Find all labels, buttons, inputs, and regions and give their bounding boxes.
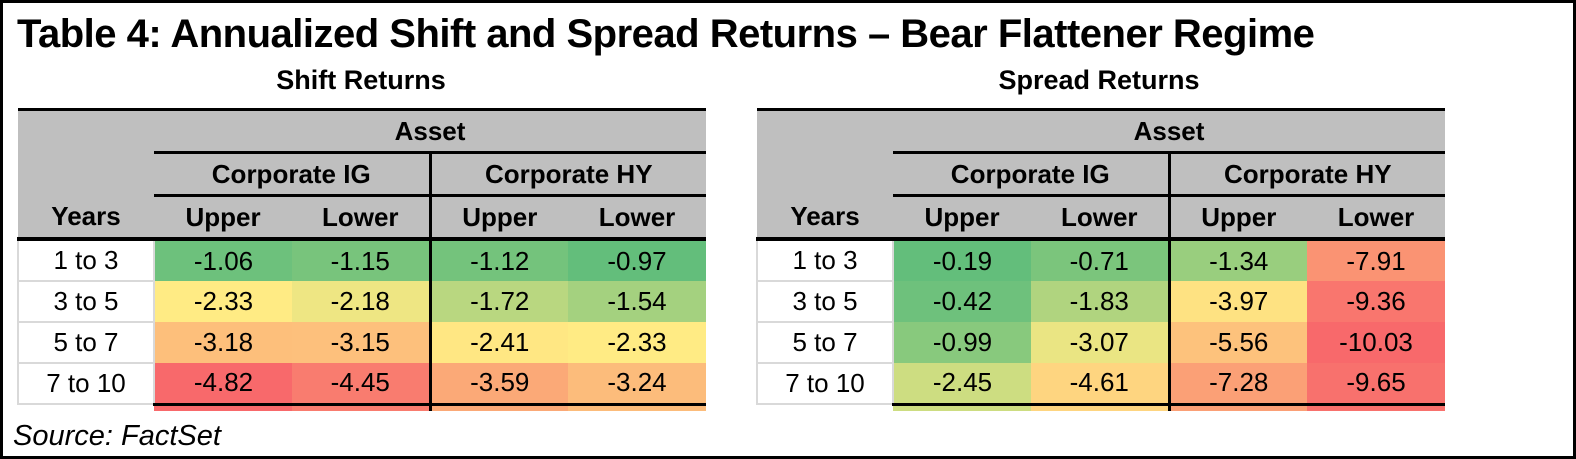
- header-spacer: [18, 109, 154, 153]
- value-cell: -3.59: [428, 363, 568, 406]
- header-spacer: [757, 109, 894, 153]
- spread-returns-grid: Asset Corporate IG Corporate HY Years Up…: [756, 108, 1446, 411]
- value-cell: -5.56: [1167, 322, 1308, 363]
- value-cell: -2.33: [154, 281, 292, 322]
- table-row: 5 to 7 -0.99 -3.07 -5.56 -10.03: [756, 321, 1446, 364]
- value-cell: -0.97: [568, 239, 707, 281]
- value-cell: -7.91: [1307, 239, 1446, 281]
- value-cell: -3.15: [292, 322, 430, 363]
- spread-returns-heading: Spread Returns: [998, 65, 1200, 95]
- color-bleed-strip: [18, 404, 707, 411]
- table-row: 7 to 10 -2.45 -4.61 -7.28 -9.65: [756, 362, 1446, 406]
- asset-header: Asset: [893, 109, 1446, 154]
- value-cell: -4.61: [1031, 363, 1170, 406]
- years-cell: 1 to 3: [17, 238, 155, 282]
- table-row: 3 to 5 -2.33 -2.18 -1.72 -1.54: [17, 280, 707, 323]
- value-cell: -9.36: [1307, 281, 1446, 322]
- value-cell: -2.41: [428, 322, 568, 363]
- value-cell: -4.45: [292, 363, 430, 406]
- spread-returns-table: Asset Corporate IG Corporate HY Years Up…: [756, 108, 1446, 411]
- col-header-lower: Lower: [1307, 195, 1446, 241]
- corporate-hy-header: Corporate HY: [1167, 152, 1446, 197]
- asset-header: Asset: [154, 109, 707, 154]
- col-header-upper: Upper: [428, 195, 568, 241]
- value-cell: -3.24: [568, 363, 707, 406]
- subheaders: Shift Returns Spread Returns: [3, 64, 1573, 96]
- value-cell: -2.18: [292, 281, 430, 322]
- years-header: Years: [18, 195, 154, 241]
- corporate-ig-header: Corporate IG: [154, 152, 430, 197]
- source-note: Source: FactSet: [13, 419, 221, 452]
- value-cell: -1.83: [1031, 281, 1170, 322]
- years-cell: 1 to 3: [756, 238, 895, 282]
- col-header-lower: Lower: [1031, 195, 1170, 241]
- years-cell: 3 to 5: [756, 280, 895, 323]
- years-cell: 7 to 10: [17, 362, 155, 405]
- years-cell: 7 to 10: [756, 362, 895, 405]
- value-cell: -2.45: [893, 363, 1032, 406]
- table-row: 7 to 10 -4.82 -4.45 -3.59 -3.24: [17, 362, 707, 406]
- value-cell: -3.07: [1031, 322, 1170, 363]
- value-cell: -1.15: [292, 239, 430, 281]
- col-header-upper: Upper: [154, 195, 292, 241]
- value-cell: -1.12: [428, 239, 568, 281]
- value-cell: -7.28: [1167, 363, 1308, 406]
- table-row: 3 to 5 -0.42 -1.83 -3.97 -9.36: [756, 280, 1446, 323]
- value-cell: -1.54: [568, 281, 707, 322]
- header-spacer: [18, 152, 154, 196]
- corporate-ig-header: Corporate IG: [893, 152, 1170, 197]
- value-cell: -2.33: [568, 322, 707, 363]
- value-cell: -4.82: [154, 363, 292, 406]
- value-cell: -0.99: [893, 322, 1032, 363]
- value-cell: -0.71: [1031, 239, 1170, 281]
- table-row: 1 to 3 -1.06 -1.15 -1.12 -0.97: [17, 238, 707, 282]
- value-cell: -9.65: [1307, 363, 1446, 406]
- value-cell: -10.03: [1307, 322, 1446, 363]
- color-bleed-strip: [757, 404, 1446, 411]
- table-row: 5 to 7 -3.18 -3.15 -2.41 -2.33: [17, 321, 707, 364]
- col-header-upper: Upper: [893, 195, 1032, 241]
- corporate-hy-header: Corporate HY: [428, 152, 707, 197]
- shift-returns-table: Asset Corporate IG Corporate HY Years Up…: [17, 108, 707, 411]
- years-header: Years: [757, 195, 894, 241]
- shift-returns-grid: Asset Corporate IG Corporate HY Years Up…: [17, 108, 707, 411]
- years-cell: 3 to 5: [17, 280, 155, 323]
- col-header-lower: Lower: [292, 195, 430, 241]
- table-title: Table 4: Annualized Shift and Spread Ret…: [17, 12, 1315, 56]
- value-cell: -3.18: [154, 322, 292, 363]
- value-cell: -1.72: [428, 281, 568, 322]
- header-spacer: [757, 152, 894, 196]
- value-cell: -1.34: [1167, 239, 1308, 281]
- table-row: 1 to 3 -0.19 -0.71 -1.34 -7.91: [756, 238, 1446, 282]
- shift-returns-heading: Shift Returns: [276, 65, 446, 95]
- col-header-lower: Lower: [568, 195, 707, 241]
- col-header-upper: Upper: [1167, 195, 1308, 241]
- value-cell: -0.42: [893, 281, 1032, 322]
- value-cell: -3.97: [1167, 281, 1308, 322]
- value-cell: -0.19: [893, 239, 1032, 281]
- years-cell: 5 to 7: [17, 321, 155, 364]
- years-cell: 5 to 7: [756, 321, 895, 364]
- value-cell: -1.06: [154, 239, 292, 281]
- tables-row: Asset Corporate IG Corporate HY Years Up…: [3, 108, 1573, 411]
